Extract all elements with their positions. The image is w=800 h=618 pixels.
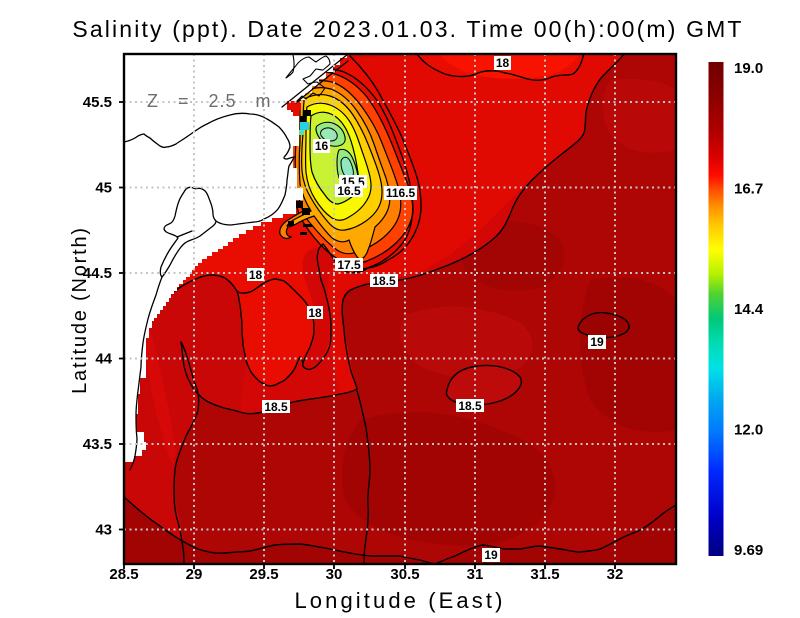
svg-text:18: 18 <box>308 306 322 320</box>
svg-text:43.5: 43.5 <box>83 436 112 453</box>
svg-text:9.69: 9.69 <box>734 542 763 559</box>
svg-text:29.5: 29.5 <box>249 566 278 583</box>
svg-text:44: 44 <box>95 351 112 368</box>
svg-text:31.5: 31.5 <box>530 566 559 583</box>
svg-text:32: 32 <box>607 566 624 583</box>
svg-text:29: 29 <box>186 566 203 583</box>
svg-text:30: 30 <box>326 566 343 583</box>
svg-text:44.5: 44.5 <box>83 265 112 282</box>
svg-text:Latitude (North): Latitude (North) <box>69 226 91 394</box>
svg-text:Salinity (ppt). Date 2023.01.0: Salinity (ppt). Date 2023.01.03. Time 00… <box>72 16 743 42</box>
svg-text:28.5: 28.5 <box>109 566 138 583</box>
svg-text:19.0: 19.0 <box>734 60 763 77</box>
svg-text:18: 18 <box>496 56 510 70</box>
svg-text:30.5: 30.5 <box>390 566 419 583</box>
svg-text:18.5: 18.5 <box>372 274 396 288</box>
svg-text:Z = 2.5 m: Z = 2.5 m <box>147 91 272 111</box>
svg-text:43: 43 <box>95 522 112 539</box>
svg-text:31: 31 <box>467 566 484 583</box>
svg-text:18.5: 18.5 <box>264 400 288 414</box>
svg-text:18.5: 18.5 <box>458 399 482 413</box>
svg-text:14.4: 14.4 <box>734 301 764 318</box>
svg-text:116.5: 116.5 <box>386 186 416 200</box>
svg-text:45.5: 45.5 <box>83 94 112 111</box>
svg-text:16.7: 16.7 <box>734 181 763 198</box>
svg-text:16: 16 <box>315 139 329 153</box>
svg-text:16.5: 16.5 <box>337 184 361 198</box>
svg-text:45: 45 <box>95 180 112 197</box>
svg-text:17.5: 17.5 <box>337 258 361 272</box>
svg-text:Longitude (East): Longitude (East) <box>294 588 505 613</box>
svg-text:12.0: 12.0 <box>734 422 763 439</box>
svg-text:19: 19 <box>590 335 604 349</box>
svg-text:19: 19 <box>484 548 498 562</box>
svg-text:18: 18 <box>249 268 263 282</box>
